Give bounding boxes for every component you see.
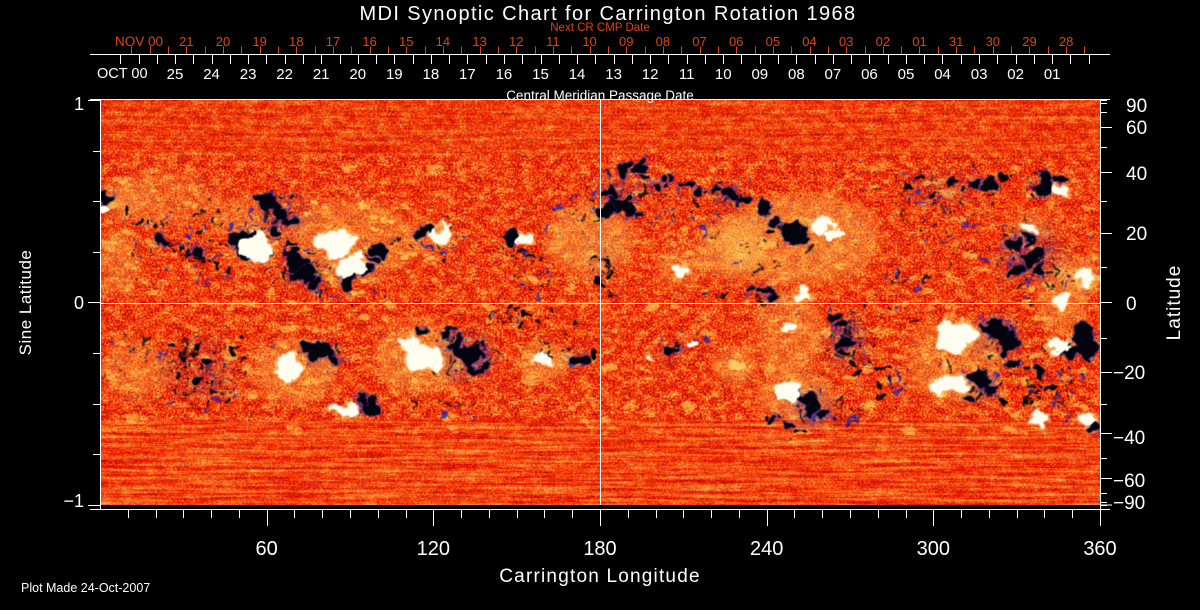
- svg-text:NOV 00: NOV 00: [115, 34, 163, 49]
- svg-text:04: 04: [934, 66, 951, 83]
- svg-text:01: 01: [912, 34, 926, 49]
- svg-text:−90: −90: [1113, 493, 1145, 514]
- svg-text:11: 11: [546, 34, 560, 49]
- svg-text:05: 05: [766, 34, 780, 49]
- svg-text:40: 40: [1126, 164, 1147, 185]
- svg-text:31: 31: [949, 34, 963, 49]
- svg-text:02: 02: [876, 34, 890, 49]
- svg-text:07: 07: [692, 34, 706, 49]
- svg-text:16: 16: [362, 34, 376, 49]
- svg-text:18: 18: [289, 34, 303, 49]
- svg-text:20: 20: [349, 66, 366, 83]
- svg-text:90: 90: [1126, 96, 1147, 117]
- svg-text:60: 60: [1126, 118, 1147, 139]
- svg-text:17: 17: [459, 66, 476, 83]
- svg-text:13: 13: [605, 66, 622, 83]
- svg-text:02: 02: [1007, 66, 1024, 83]
- svg-text:MDI Synoptic Chart for Carring: MDI Synoptic Chart for Carrington Rotati…: [359, 3, 856, 25]
- svg-text:11: 11: [679, 66, 695, 83]
- svg-text:03: 03: [839, 34, 853, 49]
- svg-text:1: 1: [74, 94, 84, 114]
- svg-text:Latitude: Latitude: [1164, 265, 1185, 341]
- svg-text:19: 19: [386, 66, 403, 83]
- svg-text:Central Meridian Passage Date: Central Meridian Passage Date: [506, 88, 694, 103]
- svg-text:22: 22: [276, 66, 293, 83]
- svg-text:300: 300: [917, 538, 950, 560]
- svg-text:30: 30: [986, 34, 1000, 49]
- svg-text:21: 21: [179, 34, 193, 49]
- svg-text:15: 15: [532, 66, 549, 83]
- svg-text:360: 360: [1083, 538, 1116, 560]
- svg-text:−40: −40: [1113, 428, 1145, 449]
- svg-text:12: 12: [509, 34, 523, 49]
- svg-text:15: 15: [399, 34, 413, 49]
- svg-text:08: 08: [788, 66, 805, 83]
- svg-text:09: 09: [619, 34, 633, 49]
- svg-text:Next CR CMP Date: Next CR CMP Date: [550, 22, 649, 34]
- svg-text:05: 05: [898, 66, 915, 83]
- svg-text:OCT 00: OCT 00: [97, 66, 148, 82]
- svg-text:10: 10: [715, 66, 732, 83]
- svg-text:25: 25: [167, 66, 184, 83]
- svg-text:01: 01: [1044, 66, 1061, 83]
- svg-text:03: 03: [971, 66, 988, 83]
- svg-text:08: 08: [656, 34, 670, 49]
- svg-text:14: 14: [569, 66, 586, 83]
- svg-text:28: 28: [1059, 34, 1073, 49]
- svg-text:120: 120: [417, 538, 450, 560]
- svg-text:06: 06: [861, 66, 878, 83]
- svg-text:−1: −1: [63, 491, 84, 511]
- svg-text:−60: −60: [1113, 471, 1145, 492]
- svg-text:10: 10: [582, 34, 596, 49]
- svg-text:07: 07: [825, 66, 842, 83]
- svg-text:180: 180: [583, 538, 616, 560]
- svg-text:29: 29: [1022, 34, 1036, 49]
- svg-text:13: 13: [472, 34, 486, 49]
- svg-text:Sine Latitude: Sine Latitude: [16, 250, 35, 356]
- svg-text:19: 19: [252, 34, 266, 49]
- svg-text:16: 16: [496, 66, 513, 83]
- svg-text:20: 20: [216, 34, 230, 49]
- svg-text:14: 14: [436, 34, 450, 49]
- svg-text:0: 0: [74, 293, 84, 313]
- svg-text:0: 0: [1126, 294, 1137, 315]
- svg-text:20: 20: [1126, 224, 1147, 245]
- svg-text:06: 06: [729, 34, 743, 49]
- svg-text:Plot Made 24-Oct-2007: Plot Made 24-Oct-2007: [21, 581, 150, 595]
- svg-text:21: 21: [313, 66, 330, 83]
- svg-text:09: 09: [751, 66, 768, 83]
- svg-text:24: 24: [203, 66, 220, 83]
- svg-text:18: 18: [423, 66, 440, 83]
- svg-text:04: 04: [802, 34, 816, 49]
- svg-text:Carrington Longitude: Carrington Longitude: [499, 566, 700, 587]
- svg-text:17: 17: [326, 34, 340, 49]
- svg-text:60: 60: [256, 538, 278, 560]
- svg-text:23: 23: [240, 66, 257, 83]
- svg-text:240: 240: [750, 538, 783, 560]
- svg-text:−20: −20: [1113, 363, 1145, 384]
- svg-text:12: 12: [642, 66, 659, 83]
